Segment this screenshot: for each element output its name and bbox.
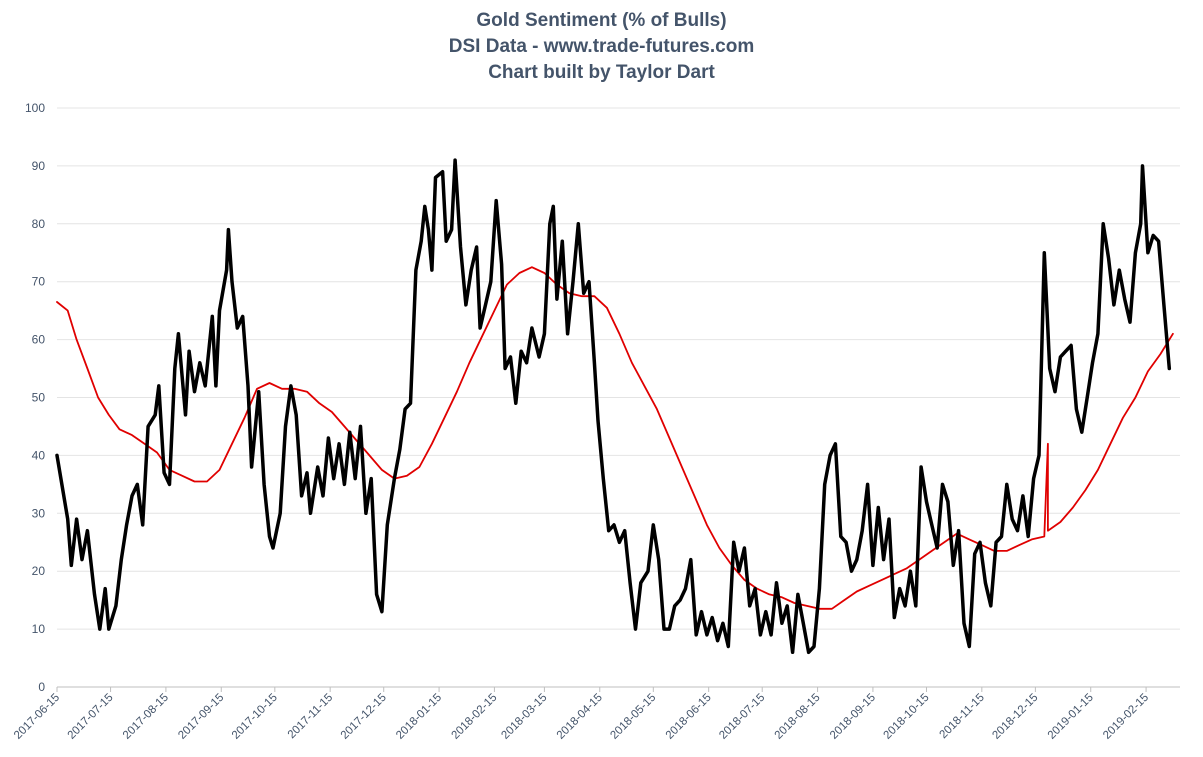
- x-tick-label: 2018-06-15: [664, 692, 714, 742]
- y-tick-label: 100: [25, 101, 45, 115]
- x-axis-ticks: 2017-06-15 2017-07-15 2017-08-15 2017-09-15…: [12, 687, 1151, 742]
- x-tick-label: 2018-01-15: [394, 692, 444, 742]
- x-tick-label: 2018-08-15: [773, 692, 823, 742]
- x-tick-label: 2017-12-15: [339, 692, 389, 742]
- x-tick-label: 2018-05-15: [608, 692, 658, 742]
- series-line-sentiment: [55, 158, 1172, 655]
- y-tick-label: 10: [32, 622, 46, 636]
- x-tick-label: 2018-12-15: [990, 692, 1040, 742]
- x-tick-label: 2017-07-15: [66, 692, 116, 742]
- y-tick-label: 40: [32, 448, 46, 462]
- x-tick-label: 2017-06-15: [12, 692, 62, 742]
- x-tick-label: 2018-04-15: [555, 692, 605, 742]
- y-tick-label: 80: [32, 217, 46, 231]
- x-tick-label: 2018-03-15: [499, 692, 549, 742]
- y-tick-label: 90: [32, 159, 46, 173]
- chart-subtitle: DSI Data - www.trade-futures.com: [448, 36, 755, 57]
- x-tick-label: 2019-02-15: [1101, 692, 1151, 742]
- x-tick-label: 2018-09-15: [828, 692, 878, 742]
- x-tick-label: 2017-09-15: [176, 692, 226, 742]
- series-line-moving-average: [56, 266, 1174, 610]
- x-tick-label: 2017-10-15: [230, 692, 280, 742]
- gridlines: [57, 107, 1180, 688]
- x-tick-label: 2018-10-15: [882, 692, 932, 742]
- y-tick-label: 0: [38, 680, 45, 694]
- chart-title: Gold Sentiment (% of Bulls): [476, 10, 727, 31]
- chart-titles: Gold Sentiment (% of Bulls) DSI Data - w…: [0, 8, 1203, 86]
- x-tick-label: 2017-11-15: [286, 692, 335, 741]
- y-axis-ticks: 0 10 20 30 40 50 60 70 80 90 100: [25, 101, 45, 694]
- y-tick-label: 30: [32, 506, 46, 520]
- y-tick-label: 60: [32, 333, 46, 347]
- x-tick-label: 2018-02-15: [449, 692, 499, 742]
- y-tick-label: 70: [32, 275, 46, 289]
- y-tick-label: 20: [32, 564, 46, 578]
- x-tick-label: 2019-01-15: [1046, 692, 1096, 742]
- x-tick-label: 2018-07-15: [717, 692, 767, 742]
- x-tick-label: 2017-08-15: [121, 692, 171, 742]
- series-lines: [55, 158, 1174, 655]
- chart-subtitle-credit: Chart built by Taylor Dart: [488, 62, 715, 83]
- x-tick-label: 2018-11-15: [937, 692, 986, 741]
- y-tick-label: 50: [32, 391, 46, 405]
